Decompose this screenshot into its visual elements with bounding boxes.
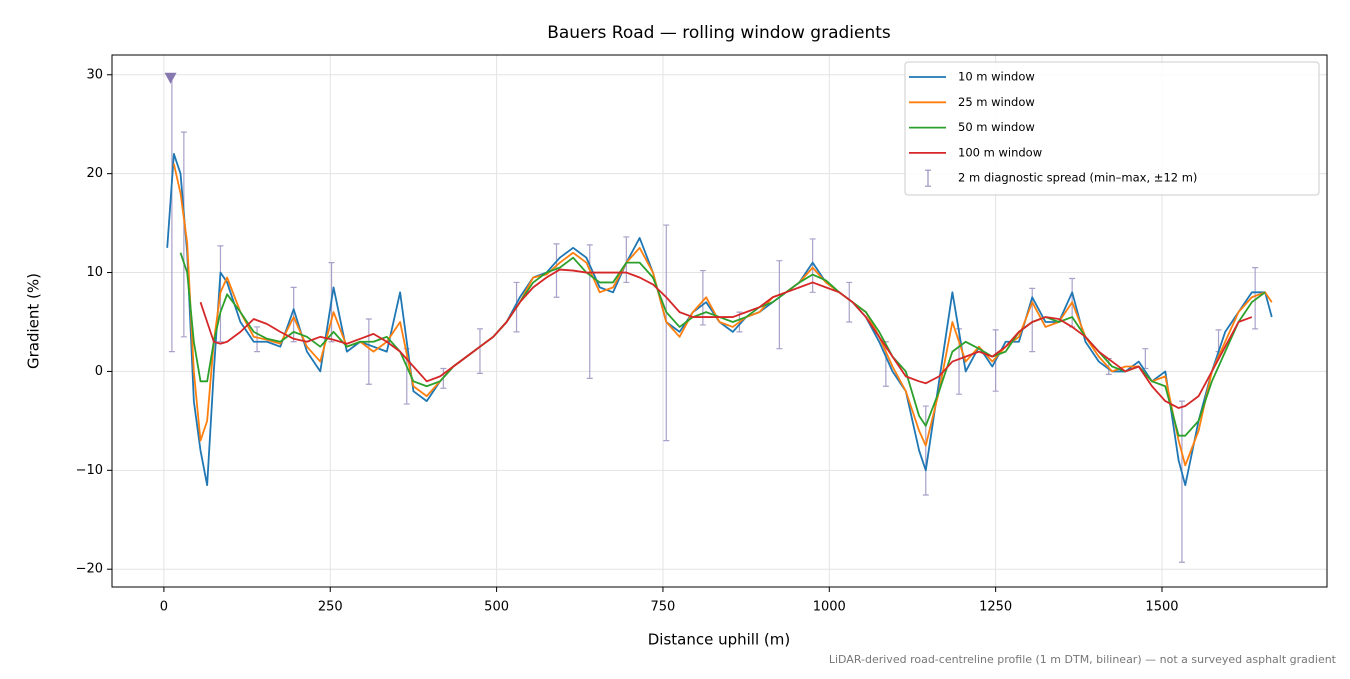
series-line (199, 268, 1253, 409)
y-tick-label: 20 (86, 166, 103, 181)
legend-label: 2 m diagnostic spread (min–max, ±12 m) (958, 171, 1197, 185)
legend-box (904, 61, 1320, 196)
x-tick-label: 1500 (1145, 600, 1178, 615)
error-bar (846, 281, 853, 323)
data (164, 72, 1273, 563)
error-bar (776, 260, 783, 350)
legend: 10 m window 25 m window 50 m window 100 m w… (904, 61, 1320, 196)
legend-label: 50 m window (958, 120, 1035, 134)
x-tick-label: 750 (651, 600, 676, 615)
series-line (166, 152, 1273, 487)
x-tick-label: 250 (318, 600, 343, 615)
legend-swatch (925, 169, 931, 187)
legend-label: 25 m window (958, 95, 1035, 109)
error-bar (922, 405, 929, 496)
series-line (179, 252, 1266, 437)
error-bar (254, 326, 261, 353)
y-tick-label: 0 (95, 364, 103, 379)
y-tick-label: 10 (86, 265, 103, 280)
series-line (173, 163, 1273, 467)
error-bar (1178, 400, 1185, 563)
error-bar (663, 224, 670, 442)
legend-label: 10 m window (958, 70, 1035, 84)
y-axis-label: Gradient (%) (25, 273, 43, 369)
offscale-marker (164, 72, 177, 84)
error-bar (699, 269, 706, 326)
error-bar (476, 328, 483, 375)
footnote: LiDAR-derived road-centreline profile (1… (829, 653, 1337, 666)
x-tick-label: 1250 (979, 600, 1012, 615)
error-bar (365, 318, 372, 385)
x-tick-label: 0 (160, 600, 168, 615)
plot-frame (111, 54, 1328, 588)
x-axis-label: Distance uphill (m) (648, 631, 790, 649)
error-bar (180, 131, 187, 338)
x-tick-label: 500 (484, 600, 509, 615)
y-tick-label: 30 (86, 67, 103, 82)
error-bar (623, 236, 630, 284)
y-tick-label: −10 (76, 463, 103, 478)
error-bar (809, 238, 816, 293)
y-tick-label: −20 (76, 562, 103, 577)
chart-title: Bauers Road — rolling window gradients (547, 23, 891, 43)
x-tick-label: 1000 (813, 600, 846, 615)
legend-label: 100 m window (958, 145, 1042, 159)
error-bar (1252, 267, 1259, 330)
